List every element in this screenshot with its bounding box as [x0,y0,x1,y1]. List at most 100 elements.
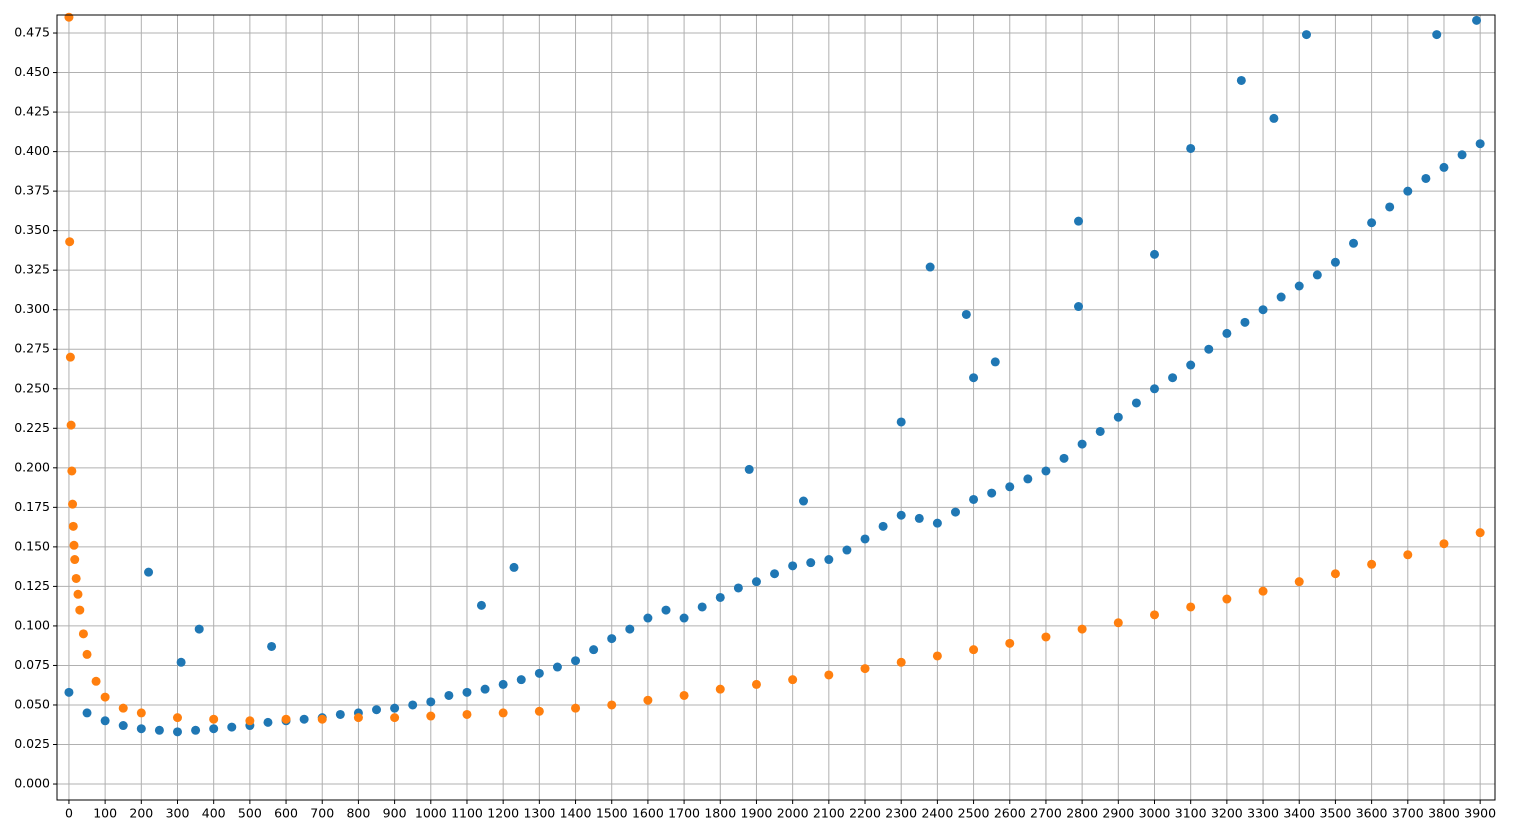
scatter-point [860,534,870,544]
scatter-point [770,569,780,579]
scatter-point [1005,482,1015,492]
scatter-point [878,521,888,531]
scatter-point [625,624,635,634]
scatter-point [462,709,472,719]
x-tick-label: 3600 [1356,806,1388,821]
scatter-point [987,488,997,498]
scatter-point [1074,216,1084,226]
y-tick-label: 0.050 [14,696,50,711]
scatter-point [176,657,186,667]
scatter-point [571,703,581,713]
scatter-point [1077,439,1087,449]
scatter-point [607,634,617,644]
scatter-point [299,714,309,724]
x-tick-label: 1100 [451,806,483,821]
x-tick-label: 2500 [958,806,990,821]
scatter-point [1186,360,1196,370]
y-tick-label: 0.125 [14,578,50,593]
y-tick-label: 0.250 [14,380,50,395]
scatter-point [697,602,707,612]
scatter-point [990,357,1000,367]
y-tick-label: 0.025 [14,736,50,751]
x-tick-label: 0 [65,806,73,821]
scatter-point [715,592,725,602]
scatter-point [1236,75,1246,85]
scatter-point [1059,453,1069,463]
scatter-point [1095,426,1105,436]
scatter-point [1222,328,1232,338]
scatter-point [751,577,761,587]
scatter-point [136,724,146,734]
scatter-point [1240,317,1250,327]
scatter-point [172,713,182,723]
x-tick-label: 500 [238,806,262,821]
y-tick-label: 0.100 [14,617,50,632]
x-tick-label: 3500 [1320,806,1352,821]
scatter-point [1149,610,1159,620]
y-tick-label: 0.375 [14,183,50,198]
scatter-point [744,464,754,474]
scatter-point [733,583,743,593]
scatter-point [607,700,617,710]
scatter-point [715,684,725,694]
scatter-point [571,656,581,666]
scatter-point [498,679,508,689]
scatter-point [509,562,519,572]
scatter-point [1269,113,1279,123]
scatter-point [390,713,400,723]
scatter-point [1301,30,1311,40]
scatter-point [1222,594,1232,604]
scatter-point [1472,15,1482,25]
x-tick-label: 2000 [777,806,809,821]
scatter-point [1041,466,1051,476]
x-tick-label: 3200 [1211,806,1243,821]
y-tick-label: 0.475 [14,25,50,40]
x-tick-label: 800 [346,806,370,821]
x-tick-label: 2300 [885,806,917,821]
scatter-point [932,518,942,528]
scatter-point [1276,292,1286,302]
y-tick-label: 0.325 [14,262,50,277]
scatter-point [1475,139,1485,149]
scatter-point [209,714,219,724]
scatter-point [444,690,454,700]
x-tick-label: 2700 [1030,806,1062,821]
scatter-point [643,695,653,705]
scatter-point [1077,624,1087,634]
scatter-point [267,641,277,651]
x-tick-label: 600 [274,806,298,821]
scatter-point [69,540,79,550]
scatter-point [91,676,101,686]
x-tick-label: 1900 [741,806,773,821]
scatter-point [64,687,74,697]
scatter-point [372,705,382,715]
x-tick-label: 300 [166,806,190,821]
scatter-point [209,724,219,734]
scatter-point [227,722,237,732]
y-tick-label: 0.275 [14,341,50,356]
scatter-point [68,521,78,531]
scatter-point [1131,398,1141,408]
scatter-point [65,352,75,362]
x-tick-label: 2400 [921,806,953,821]
scatter-point [1168,373,1178,383]
scatter-point [1005,638,1015,648]
y-tick-label: 0.225 [14,420,50,435]
scatter-point [390,703,400,713]
scatter-point [68,499,78,509]
scatter-point [82,708,92,718]
scatter-point [1385,202,1395,212]
scatter-point [263,717,273,727]
scatter-point [788,675,798,685]
scatter-point [426,697,436,707]
scatter-point [1294,281,1304,291]
x-tick-label: 1700 [668,806,700,821]
scatter-point [1258,586,1268,596]
x-tick-label: 3400 [1283,806,1315,821]
scatter-point [932,651,942,661]
scatter-point [1367,218,1377,228]
y-tick-label: 0.075 [14,657,50,672]
y-tick-label: 0.200 [14,459,50,474]
x-tick-label: 2100 [813,806,845,821]
x-tick-label: 3100 [1175,806,1207,821]
